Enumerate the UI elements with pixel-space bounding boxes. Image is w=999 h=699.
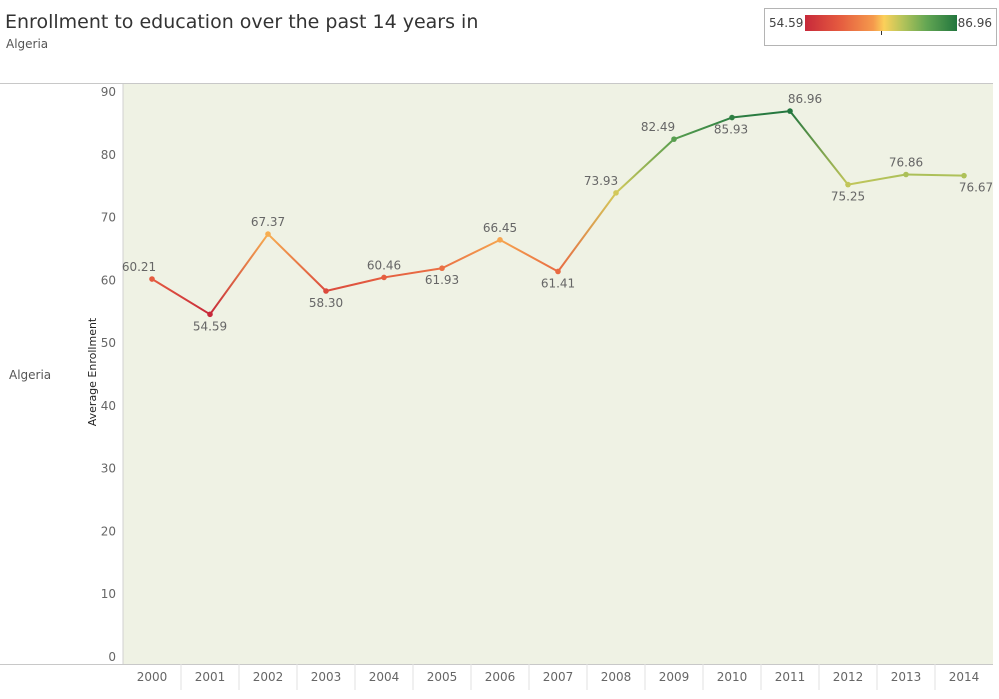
data-point[interactable]	[323, 288, 329, 294]
x-tick-label: 2007	[543, 670, 574, 684]
x-tick-label: 2009	[659, 670, 690, 684]
legend-max-label: 86.96	[957, 16, 992, 30]
data-label: 60.21	[122, 260, 156, 274]
data-label: 61.41	[541, 276, 575, 290]
x-tick-label: 2013	[891, 670, 922, 684]
line-segment	[905, 173, 965, 177]
line-segment	[441, 238, 501, 270]
legend-min-label: 54.59	[769, 16, 804, 30]
data-point[interactable]	[497, 237, 503, 243]
data-point[interactable]	[671, 136, 677, 142]
data-label: 82.49	[641, 120, 675, 134]
data-point[interactable]	[555, 268, 561, 275]
x-tick-label: 2001	[195, 670, 226, 684]
data-label: 60.46	[367, 258, 401, 272]
x-axis: 2000 2001 2002 2003 2004 2005 2006 2007 2008 2009…	[137, 664, 980, 690]
x-tick-label: 2014	[949, 670, 980, 684]
legend-color-ramp[interactable]	[805, 15, 957, 31]
y-tick-label: 60	[101, 273, 116, 287]
y-tick-label: 30	[101, 462, 116, 476]
line-segment	[383, 267, 443, 279]
x-tick-label: 2012	[833, 670, 864, 684]
data-label: 61.93	[425, 273, 459, 287]
data-label: 66.45	[483, 221, 517, 235]
x-tick-label: 2000	[137, 670, 168, 684]
y-axis: 0 10 20 30 40 50 60 70 80 90	[101, 84, 124, 664]
y-tick-label: 10	[101, 587, 116, 601]
x-tick-label: 2002	[253, 670, 284, 684]
line-segment	[325, 276, 385, 293]
line-series	[151, 110, 965, 316]
data-labels: 60.21 54.59 67.37 58.30 60.46 61.93 66.45 61.41…	[122, 92, 993, 333]
plot-area	[123, 84, 993, 664]
data-label: 86.96	[788, 92, 822, 106]
y-axis-title: Average Enrollment	[86, 317, 99, 426]
data-label: 67.37	[251, 215, 285, 229]
pane-bottom-border	[0, 664, 993, 665]
data-point[interactable]	[613, 190, 619, 196]
data-point[interactable]	[729, 114, 735, 121]
x-tick-label: 2004	[369, 670, 400, 684]
x-tick-label: 2005	[427, 670, 458, 684]
line-segment	[731, 110, 791, 119]
data-point[interactable]	[903, 171, 909, 178]
y-tick-label: 40	[101, 399, 116, 413]
data-label: 58.30	[309, 296, 343, 310]
color-legend[interactable]: 54.59 86.96	[764, 8, 997, 46]
line-segment	[847, 173, 907, 186]
y-tick-label: 80	[101, 148, 116, 162]
data-label: 85.93	[714, 123, 748, 137]
line-segment	[789, 110, 849, 186]
data-label: 76.67	[959, 181, 993, 195]
x-tick-label: 2008	[601, 670, 632, 684]
x-tick-label: 2003	[311, 670, 342, 684]
row-header-country: Algeria	[9, 368, 52, 382]
x-tick-label: 2010	[717, 670, 748, 684]
line-segment	[151, 278, 211, 316]
data-label: 73.93	[584, 174, 618, 188]
line-segment	[209, 233, 269, 316]
data-point[interactable]	[845, 181, 851, 188]
data-point[interactable]	[207, 311, 213, 318]
data-label: 54.59	[193, 319, 227, 333]
pane-top-border	[0, 83, 993, 84]
line-segment	[557, 191, 617, 273]
chart-subtitle: Algeria	[6, 37, 49, 51]
y-tick-label: 70	[101, 211, 116, 225]
x-tick-label: 2006	[485, 670, 516, 684]
data-point[interactable]	[265, 231, 271, 237]
line-segment	[615, 138, 675, 194]
chart-title: Enrollment to education over the past 14…	[5, 11, 479, 33]
line-segment	[267, 233, 327, 293]
data-label: 76.86	[889, 155, 923, 169]
data-label: 75.25	[831, 190, 865, 204]
data-point[interactable]	[787, 108, 793, 114]
y-tick-label: 20	[101, 524, 116, 538]
x-tick-label: 2011	[775, 670, 806, 684]
y-tick-label: 50	[101, 336, 116, 350]
data-point[interactable]	[439, 265, 445, 272]
data-point[interactable]	[961, 172, 967, 179]
y-tick-label: 90	[101, 85, 116, 99]
data-point[interactable]	[381, 274, 387, 281]
data-points	[149, 108, 967, 318]
line-segment	[499, 238, 559, 273]
legend-marker	[881, 31, 882, 35]
line-segment	[673, 116, 733, 141]
y-tick-label: 0	[108, 650, 116, 664]
data-point[interactable]	[149, 276, 155, 282]
